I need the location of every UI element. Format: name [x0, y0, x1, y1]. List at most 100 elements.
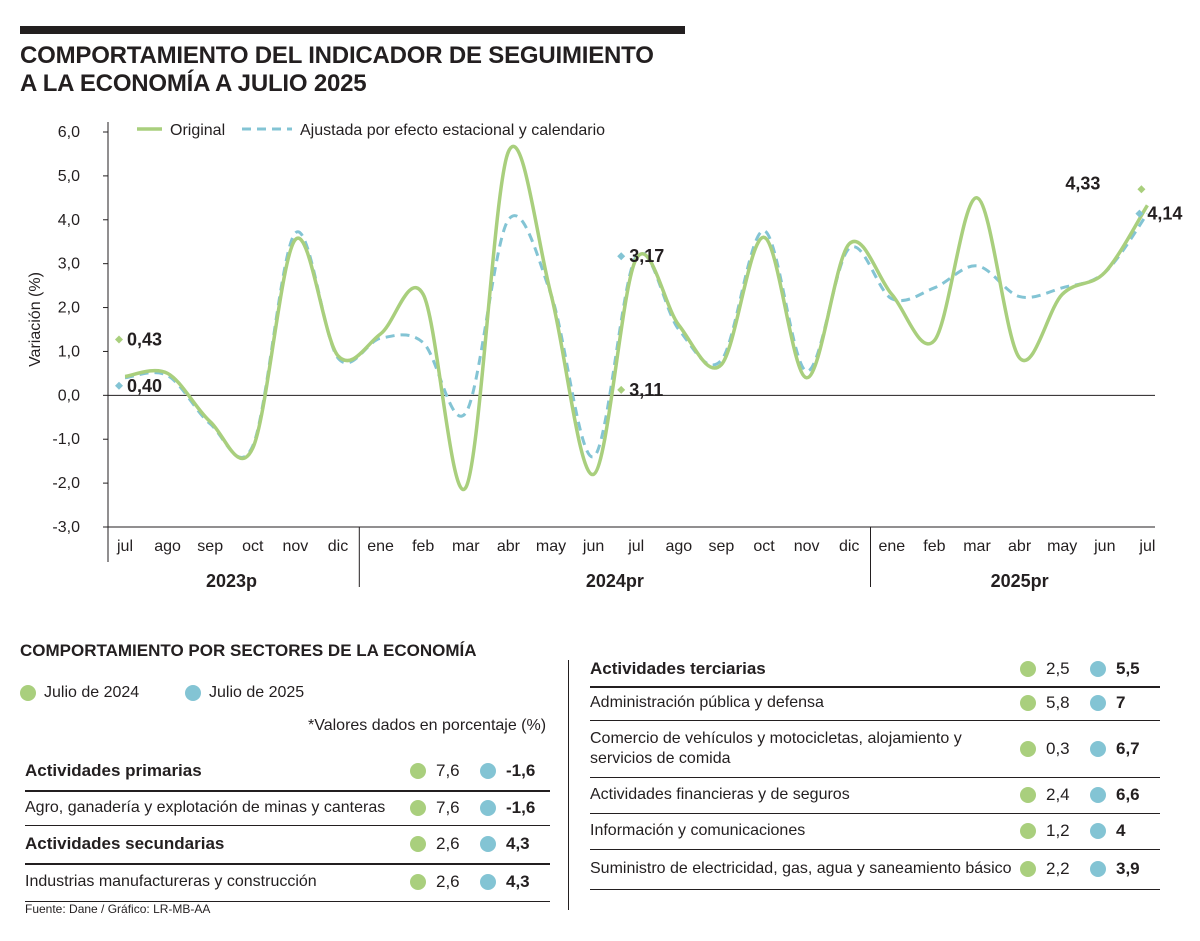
- y-tick-label: -3,0: [52, 519, 80, 536]
- value-2025-number: 4,3: [506, 872, 530, 891]
- value-2025-dot: [480, 799, 496, 816]
- sector-row: Actividades financieras y de seguros 2,4 6…: [590, 777, 1160, 813]
- x-tick-label: abr: [1008, 538, 1032, 555]
- x-tick-label: mar: [963, 538, 991, 555]
- chart-title: COMPORTAMIENTO DEL INDICADOR DE SEGUIMIE…: [20, 42, 720, 98]
- x-tick-label: feb: [412, 538, 434, 555]
- line-chart: 6,0 5,0 4,0 3,0 2,0 1,0 0,0 -1,0 -2,0 -3,0 Variaci…: [27, 122, 1182, 591]
- value-2025-number: 7: [1116, 693, 1126, 712]
- table-divider: [568, 660, 569, 910]
- sector-label: Comercio de vehículos y motocicletas, al…: [590, 729, 962, 767]
- y-tick-label: -2,0: [52, 475, 80, 492]
- value-2024-number: 5,8: [1046, 693, 1070, 712]
- sector-row: Actividades secundarias 2,6 4,3: [25, 825, 550, 863]
- x-tick-label: ene: [367, 538, 394, 555]
- chart-title-line1: COMPORTAMIENTO DEL INDICADOR DE SEGUIMIE…: [20, 42, 654, 69]
- value-2025: 6,7: [1090, 739, 1160, 759]
- title-bar-decoration: [20, 26, 685, 34]
- row-divider: [590, 686, 1160, 688]
- value-2025-dot: [1090, 787, 1106, 803]
- row-divider: [590, 849, 1160, 850]
- sector-row: Comercio de vehículos y motocicletas, al…: [590, 720, 1160, 777]
- value-2025: 5,5: [1090, 659, 1160, 679]
- x-tick-label: may: [536, 538, 566, 555]
- value-2025: 4,3: [480, 872, 550, 892]
- y-tick-label: 1,0: [58, 343, 80, 360]
- annotation-marker: [115, 335, 123, 344]
- value-2024-number: 2,2: [1046, 859, 1070, 878]
- value-2025-number: -1,6: [506, 797, 536, 817]
- value-2024: 5,8: [1020, 693, 1090, 713]
- sector-row: Información y comunicaciones 1,2 4: [590, 813, 1160, 849]
- value-2025-dot: [1090, 823, 1106, 839]
- x-tick-label: jul: [627, 538, 644, 555]
- legend-2025-label: Julio de 2025: [209, 684, 305, 701]
- value-2025: -1,6: [480, 761, 550, 781]
- sector-label: Actividades terciarias: [590, 659, 766, 678]
- value-2025-dot: [480, 874, 496, 890]
- legend-2024-label: Julio de 2024: [44, 684, 140, 701]
- series-original-line: [124, 144, 1149, 492]
- x-tick-label: may: [1047, 538, 1077, 555]
- series-adjusted-line: [124, 212, 1149, 459]
- value-2024-dot: [1020, 787, 1036, 803]
- sector-label: Actividades financieras y de seguros: [590, 786, 850, 803]
- x-tick-label: dic: [328, 538, 348, 555]
- chart-title-line2: A LA ECONOMÍA A JULIO 2025: [20, 70, 367, 97]
- legend-2024: Julio de 2024: [20, 684, 139, 702]
- annotation-marker: [617, 385, 626, 394]
- y-tick-label: 3,0: [58, 256, 80, 273]
- value-2025: 7: [1090, 693, 1160, 713]
- value-2024-dot: [1020, 661, 1036, 677]
- sector-label: Suministro de electricidad, gas, agua y …: [590, 860, 1012, 877]
- value-2024: 2,5: [1020, 659, 1090, 679]
- sector-row: Agro, ganadería y explotación de minas y…: [25, 790, 550, 825]
- annotation-marker: [115, 381, 123, 390]
- value-2024-number: 2,4: [1046, 785, 1070, 804]
- year-label: 2025pr: [991, 571, 1049, 591]
- x-tick-label: feb: [923, 538, 945, 555]
- value-2025-dot: [1090, 740, 1106, 757]
- source-note: Fuente: Dane / Gráfico: LR-MB-AA: [25, 902, 211, 916]
- value-2025-number: -1,6: [506, 761, 536, 780]
- annotation-marker: [1135, 209, 1144, 218]
- row-divider: [25, 863, 550, 865]
- x-tick-label: mar: [452, 538, 480, 555]
- x-tick-label: sep: [197, 538, 223, 555]
- annotation-label: 4,14: [1147, 204, 1182, 224]
- sector-label: Actividades primarias: [25, 761, 202, 780]
- value-2025: 4: [1090, 821, 1160, 841]
- sector-label: Administración pública y defensa: [590, 694, 824, 711]
- value-2025: 6,6: [1090, 785, 1160, 805]
- sectors-title: COMPORTAMIENTO POR SECTORES DE LA ECONOM…: [20, 641, 477, 660]
- x-tick-label: oct: [753, 538, 775, 555]
- value-2025-number: 4: [1116, 821, 1126, 840]
- legend-original-label: Original: [170, 122, 225, 139]
- value-2025-dot: [480, 763, 496, 779]
- value-2024-number: 2,5: [1046, 659, 1070, 678]
- annotation-label: 0,40: [127, 376, 162, 396]
- value-2025-number: 6,7: [1116, 738, 1140, 758]
- sector-row: Actividades terciarias 2,5 5,5: [590, 652, 1160, 686]
- y-tick-label: 2,0: [58, 300, 80, 317]
- x-tick-label: jul: [116, 538, 133, 555]
- y-tick-label: 0,0: [58, 387, 80, 404]
- value-2024: 7,6: [410, 798, 480, 818]
- y-tick-label: -1,0: [52, 431, 80, 448]
- value-2024-number: 2,6: [436, 872, 460, 891]
- value-2024: 7,6: [410, 761, 480, 781]
- x-tick-label: jul: [1138, 538, 1155, 555]
- sector-row: Actividades primarias 7,6 -1,6: [25, 752, 550, 790]
- values-note: *Valores dados en porcentaje (%): [308, 717, 547, 734]
- value-2024: 2,2: [1020, 859, 1090, 879]
- x-tick-label: nov: [794, 538, 820, 555]
- y-axis-label: Variación (%): [27, 272, 44, 367]
- y-tick-label: 6,0: [58, 124, 80, 141]
- row-divider: [590, 720, 1160, 721]
- value-2024-dot: [410, 799, 426, 816]
- row-divider: [590, 889, 1160, 890]
- x-tick-label: dic: [839, 538, 859, 555]
- row-divider: [25, 790, 550, 792]
- value-2025-number: 3,9: [1116, 859, 1140, 878]
- value-2024-dot: [410, 874, 426, 890]
